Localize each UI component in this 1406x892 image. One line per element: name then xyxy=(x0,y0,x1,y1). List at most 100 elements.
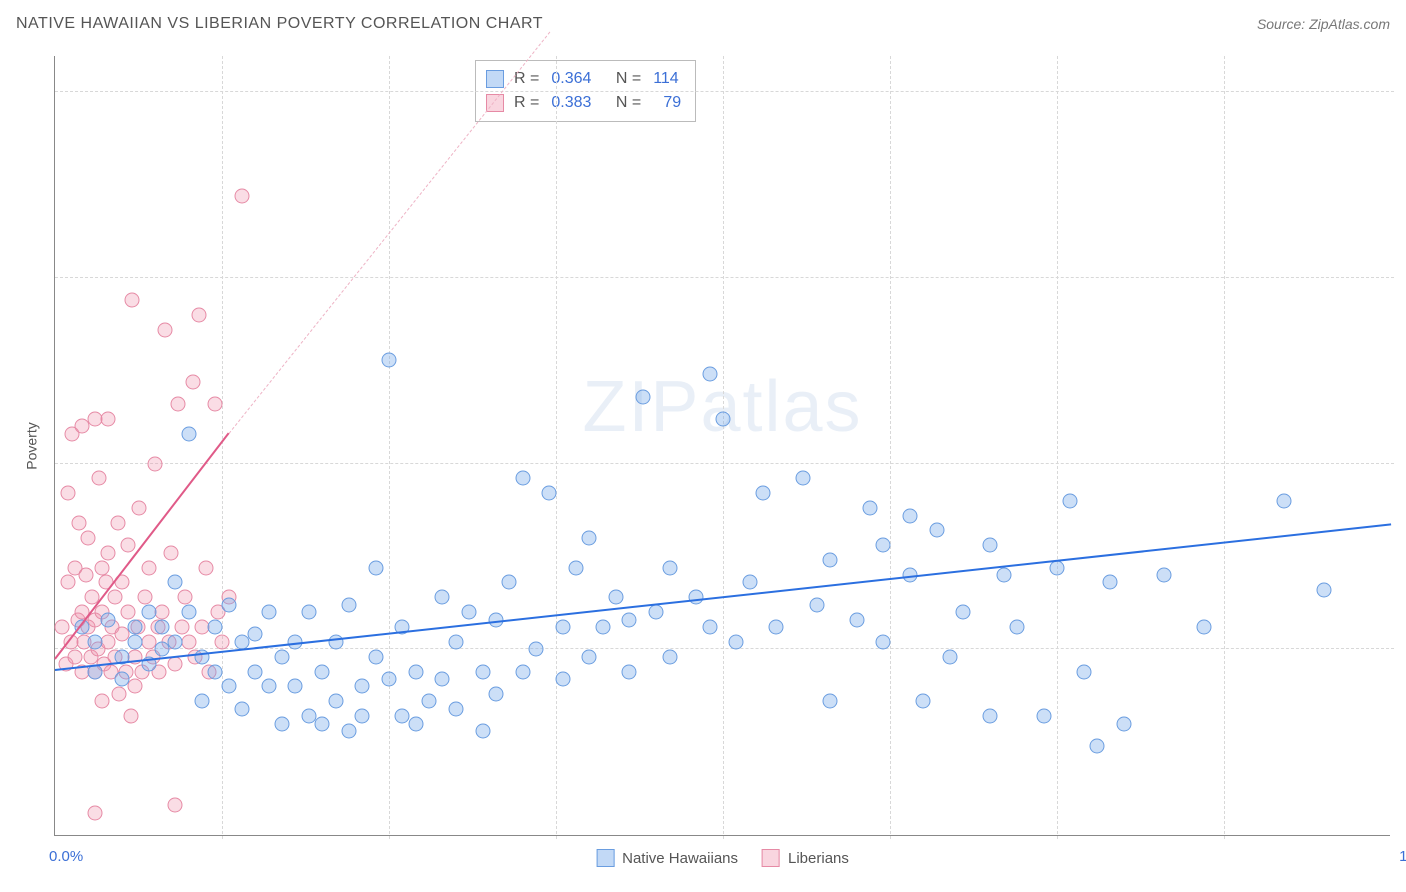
data-point xyxy=(168,634,183,649)
data-point xyxy=(903,508,918,523)
data-point xyxy=(68,649,83,664)
data-point xyxy=(81,530,96,545)
data-point xyxy=(141,560,156,575)
data-point xyxy=(555,672,570,687)
n-label: N = xyxy=(616,94,641,112)
r-label: R = xyxy=(514,94,539,112)
data-point xyxy=(141,605,156,620)
data-point xyxy=(181,605,196,620)
data-point xyxy=(796,471,811,486)
data-point xyxy=(876,538,891,553)
data-point xyxy=(341,724,356,739)
data-point xyxy=(154,620,169,635)
data-point xyxy=(92,471,107,486)
data-point xyxy=(315,664,330,679)
data-point xyxy=(124,709,139,724)
data-point xyxy=(185,374,200,389)
data-point xyxy=(422,694,437,709)
data-point xyxy=(194,694,209,709)
data-point xyxy=(192,308,207,323)
gridline-v xyxy=(1224,56,1225,839)
data-point xyxy=(662,649,677,664)
data-point xyxy=(635,389,650,404)
y-tick-label: 12.5% xyxy=(1396,624,1406,641)
gridline-v xyxy=(556,56,557,839)
data-point xyxy=(288,679,303,694)
data-point xyxy=(448,634,463,649)
swatch-blue-icon xyxy=(486,70,504,88)
data-point xyxy=(368,649,383,664)
data-point xyxy=(1103,575,1118,590)
data-point xyxy=(689,590,704,605)
data-point xyxy=(849,612,864,627)
data-point xyxy=(742,575,757,590)
data-point xyxy=(1009,620,1024,635)
data-point xyxy=(221,679,236,694)
data-point xyxy=(462,605,477,620)
data-point xyxy=(569,560,584,575)
data-point xyxy=(235,189,250,204)
data-point xyxy=(435,590,450,605)
data-point xyxy=(488,686,503,701)
data-point xyxy=(729,634,744,649)
data-point xyxy=(198,560,213,575)
data-point xyxy=(168,575,183,590)
legend: Native Hawaiians Liberians xyxy=(596,849,849,867)
source-label: Source: ZipAtlas.com xyxy=(1257,16,1390,32)
data-point xyxy=(609,590,624,605)
data-point xyxy=(208,664,223,679)
gridline-v xyxy=(389,56,390,839)
n-value-blue: 114 xyxy=(653,70,679,88)
data-point xyxy=(582,649,597,664)
data-point xyxy=(622,612,637,627)
swatch-blue-icon xyxy=(596,849,614,867)
data-point xyxy=(1090,738,1105,753)
data-point xyxy=(72,516,87,531)
data-point xyxy=(221,597,236,612)
data-point xyxy=(408,664,423,679)
data-point xyxy=(756,486,771,501)
data-point xyxy=(355,709,370,724)
data-point xyxy=(996,568,1011,583)
data-point xyxy=(515,664,530,679)
swatch-pink-icon xyxy=(762,849,780,867)
gridline-h xyxy=(55,91,1394,92)
data-point xyxy=(261,679,276,694)
data-point xyxy=(132,501,147,516)
data-point xyxy=(1317,582,1332,597)
data-point xyxy=(1076,664,1091,679)
data-point xyxy=(248,627,263,642)
data-point xyxy=(315,716,330,731)
data-point xyxy=(275,649,290,664)
y-tick-label: 37.5% xyxy=(1396,252,1406,269)
stats-row-blue: R = 0.364 N = 114 xyxy=(486,67,681,91)
data-point xyxy=(822,553,837,568)
data-point xyxy=(215,634,230,649)
gridline-v xyxy=(890,56,891,839)
legend-label-pink: Liberians xyxy=(788,850,849,867)
data-point xyxy=(177,590,192,605)
data-point xyxy=(528,642,543,657)
data-point xyxy=(595,620,610,635)
data-point xyxy=(555,620,570,635)
data-point xyxy=(382,352,397,367)
data-point xyxy=(61,575,76,590)
gridline-v xyxy=(723,56,724,839)
data-point xyxy=(355,679,370,694)
data-point xyxy=(382,672,397,687)
n-label: N = xyxy=(616,70,641,88)
data-point xyxy=(475,664,490,679)
data-point xyxy=(341,597,356,612)
x-tick-max: 100.0% xyxy=(1399,848,1406,865)
data-point xyxy=(101,545,116,560)
data-point xyxy=(181,634,196,649)
data-point xyxy=(125,293,140,308)
y-tick-label: 50.0% xyxy=(1396,67,1406,84)
data-point xyxy=(235,701,250,716)
gridline-h xyxy=(55,463,1394,464)
data-point xyxy=(112,686,127,701)
data-point xyxy=(622,664,637,679)
data-point xyxy=(328,694,343,709)
chart-title: NATIVE HAWAIIAN VS LIBERIAN POVERTY CORR… xyxy=(16,15,543,33)
data-point xyxy=(208,620,223,635)
